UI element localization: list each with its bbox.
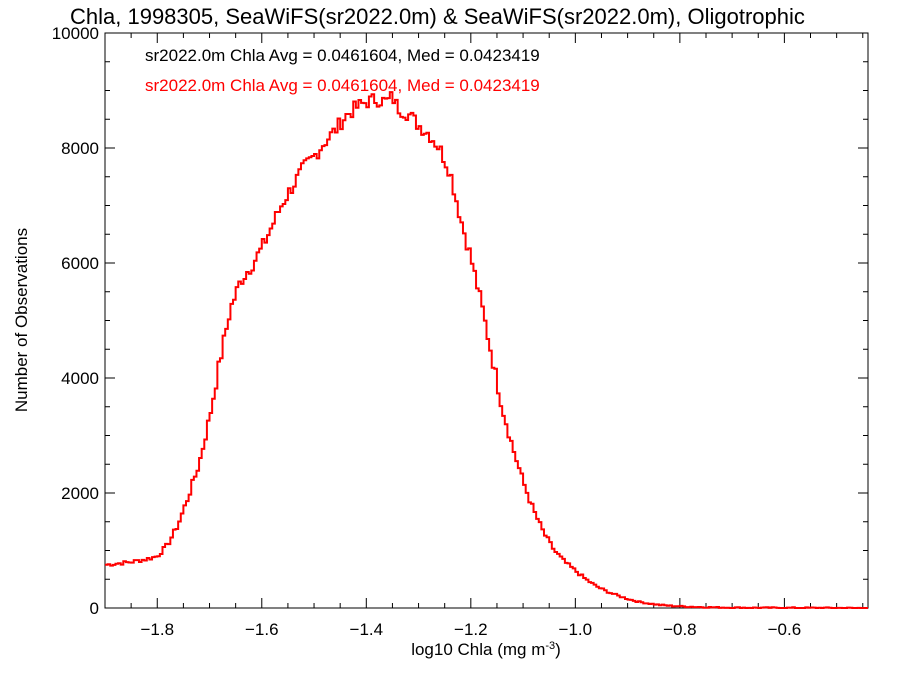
tick-marks	[104, 32, 868, 609]
x-tick-label: −0.6	[768, 620, 802, 639]
x-tick-label: −1.0	[559, 620, 593, 639]
x-axis-label: log10 Chla (mg m-3)	[411, 640, 561, 659]
x-axis-label-close: )	[555, 640, 561, 659]
x-tick-label: −0.8	[663, 620, 697, 639]
x-tick-label: −1.8	[140, 620, 174, 639]
y-tick-label: 8000	[61, 139, 99, 158]
x-tick-label: −1.2	[454, 620, 488, 639]
histogram-series-line	[105, 91, 868, 609]
x-axis-label-base: log10 Chla (mg m	[411, 640, 545, 659]
x-axis-label-superscript: -3	[545, 640, 555, 652]
y-tick-label: 10000	[52, 24, 99, 43]
y-tick-label: 0	[90, 599, 99, 618]
y-tick-labels: 0 2000 4000 6000 8000 10000	[52, 24, 99, 618]
y-tick-label: 2000	[61, 484, 99, 503]
y-tick-label: 4000	[61, 369, 99, 388]
annotation-red: sr2022.0m Chla Avg = 0.0461604, Med = 0.…	[145, 76, 540, 95]
y-axis-label: Number of Observations	[12, 228, 31, 412]
x-tick-label: −1.4	[350, 620, 384, 639]
chart-title: Chla, 1998305, SeaWiFS(sr2022.0m) & SeaW…	[70, 4, 805, 29]
annotation-black: sr2022.0m Chla Avg = 0.0461604, Med = 0.…	[145, 46, 540, 65]
x-tick-labels: −1.8 −1.6 −1.4 −1.2 −1.0 −0.8 −0.6	[140, 620, 801, 639]
y-tick-label: 6000	[61, 254, 99, 273]
x-tick-label: −1.6	[245, 620, 279, 639]
